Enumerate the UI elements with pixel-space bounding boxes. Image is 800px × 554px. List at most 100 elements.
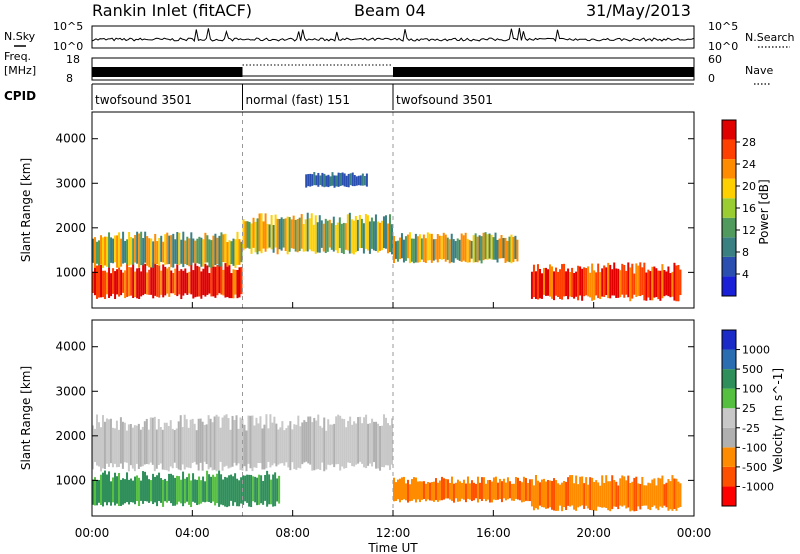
power-cbar-swatch-1 bbox=[722, 256, 736, 277]
heatmap-cell-3-8 bbox=[321, 172, 324, 187]
heatmap-cell-2-73 bbox=[388, 214, 391, 253]
heatmap-cell-2-50 bbox=[492, 477, 495, 500]
heatmap-cell-4-43 bbox=[478, 235, 481, 261]
heatmap-cell-0-6 bbox=[104, 270, 107, 300]
heatmap-cell-0-26 bbox=[143, 421, 146, 465]
heatmap-cell-2-19 bbox=[430, 482, 433, 501]
vel-cbar-tick-label-0: -1000 bbox=[742, 480, 774, 493]
heatmap-cell-0-98 bbox=[287, 425, 290, 468]
heatmap-cell-3-72 bbox=[675, 478, 678, 511]
heatmap-cell-3-30 bbox=[365, 173, 368, 187]
heatmap-cell-5-53 bbox=[637, 265, 640, 296]
heatmap-cell-1-32 bbox=[156, 475, 159, 507]
vel-cbar-tick-label-4: 25 bbox=[742, 402, 756, 415]
heatmap-cell-2-42 bbox=[326, 220, 329, 252]
heatmap-cell-0-122 bbox=[335, 416, 338, 465]
heatmap-cell-1-90 bbox=[272, 474, 275, 507]
cpid-label: CPID bbox=[4, 89, 36, 103]
heatmap-cell-2-74 bbox=[390, 224, 393, 255]
heatmap-cell-2-27 bbox=[446, 479, 449, 499]
heatmap-cell-3-46 bbox=[623, 476, 626, 506]
heatmap-cell-2-50 bbox=[342, 222, 345, 255]
heatmap-cell-0-12 bbox=[116, 269, 119, 295]
heatmap-cell-3-55 bbox=[641, 476, 644, 506]
heatmap-cell-4-32 bbox=[456, 238, 459, 260]
heatmap-cell-0-114 bbox=[319, 425, 322, 470]
heatmap-cell-0-38 bbox=[167, 426, 170, 472]
heatmap-cell-0-129 bbox=[349, 416, 352, 464]
heatmap-cell-3-31 bbox=[593, 481, 596, 511]
heatmap-cell-5-5 bbox=[540, 273, 543, 299]
heatmap-cell-4-16 bbox=[424, 238, 427, 263]
heatmap-cell-0-46 bbox=[183, 414, 186, 470]
heatmap-cell-0-103 bbox=[297, 415, 300, 468]
heatmap-cell-5-45 bbox=[621, 263, 624, 295]
heatmap-cell-1-11 bbox=[114, 235, 117, 263]
heatmap-cell-2-38 bbox=[318, 215, 321, 253]
heatmap-cell-0-29 bbox=[150, 265, 153, 295]
heatmap-cell-1-33 bbox=[158, 237, 161, 266]
heatmap-cell-5-42 bbox=[615, 268, 618, 298]
heatmap-cell-2-14 bbox=[270, 215, 273, 250]
heatmap-cell-1-31 bbox=[154, 233, 157, 265]
heatmap-cell-0-1 bbox=[94, 266, 97, 296]
heatmap-cell-3-15 bbox=[335, 175, 338, 187]
heatmap-cell-0-107 bbox=[305, 421, 308, 462]
freq-label: Freq. bbox=[4, 50, 31, 63]
heatmap-cell-3-9 bbox=[323, 173, 326, 188]
heatmap-cell-3-52 bbox=[635, 476, 638, 511]
heatmap-cell-0-133 bbox=[357, 417, 360, 464]
heatmap-cell-0-36 bbox=[163, 422, 166, 470]
heatmap-cell-4-21 bbox=[434, 239, 437, 260]
heatmap-cell-1-19 bbox=[130, 478, 133, 503]
heatmap-cell-1-35 bbox=[162, 479, 165, 507]
heatmap-cell-4-44 bbox=[480, 236, 483, 264]
heatmap-cell-1-17 bbox=[126, 239, 129, 265]
heatmap-cell-2-60 bbox=[362, 223, 365, 254]
heatmap-cell-2-66 bbox=[524, 478, 527, 501]
heatmap-cell-2-44 bbox=[480, 477, 483, 501]
heatmap-cell-0-62 bbox=[216, 264, 219, 296]
heatmap-cell-1-54 bbox=[200, 480, 203, 504]
heatmap-cell-1-72 bbox=[236, 478, 239, 507]
heatmap-cell-1-71 bbox=[234, 473, 237, 503]
heatmap-cell-3-27 bbox=[585, 477, 588, 506]
heatmap-cell-2-10 bbox=[262, 221, 265, 249]
heatmap-cell-3-69 bbox=[669, 481, 672, 510]
heatmap-cell-0-84 bbox=[259, 416, 262, 464]
heatmap-cell-0-69 bbox=[229, 429, 232, 468]
heatmap-cell-0-0 bbox=[92, 425, 94, 470]
heatmap-cell-5-16 bbox=[563, 263, 566, 297]
heatmap-cell-0-28 bbox=[147, 429, 150, 465]
heatmap-cell-1-25 bbox=[142, 471, 145, 504]
heatmap-cell-2-39 bbox=[320, 220, 323, 248]
heatmap-cell-5-26 bbox=[583, 267, 586, 297]
heatmap-cell-2-25 bbox=[292, 215, 295, 249]
power-cbar-swatch-7 bbox=[722, 139, 736, 160]
heatmap-cell-1-22 bbox=[136, 475, 139, 501]
heatmap-cell-4-46 bbox=[484, 232, 487, 260]
heatmap-cell-0-54 bbox=[199, 418, 202, 463]
heatmap-cell-0-73 bbox=[238, 267, 241, 298]
heatmap-cell-4-39 bbox=[470, 240, 473, 259]
heatmap-cell-2-54 bbox=[500, 481, 503, 503]
heatmap-cell-0-4 bbox=[99, 427, 102, 472]
noise-left-tick-bottom: 10^0 bbox=[53, 40, 83, 53]
heatmap-cell-4-31 bbox=[454, 241, 457, 259]
heatmap-cell-0-90 bbox=[271, 422, 274, 466]
heatmap-cell-0-51 bbox=[193, 423, 196, 462]
heatmap-cell-3-70 bbox=[671, 475, 674, 511]
heatmap-cell-2-49 bbox=[490, 481, 493, 503]
heatmap-cell-0-112 bbox=[315, 420, 318, 470]
heatmap-cell-0-58 bbox=[208, 273, 211, 294]
heatmap-cell-1-54 bbox=[200, 237, 203, 267]
heatmap-cell-0-147 bbox=[385, 417, 388, 466]
heatmap-cell-2-52 bbox=[346, 214, 349, 251]
heatmap-cell-2-53 bbox=[348, 212, 351, 254]
heatmap-cell-3-2 bbox=[534, 474, 537, 509]
heatmap-cell-0-80 bbox=[251, 415, 254, 472]
heatmap-cell-4-57 bbox=[506, 240, 509, 262]
heatmap-cell-1-39 bbox=[170, 473, 173, 504]
heatmap-cell-0-95 bbox=[281, 421, 284, 464]
heatmap-cell-0-105 bbox=[301, 422, 304, 465]
